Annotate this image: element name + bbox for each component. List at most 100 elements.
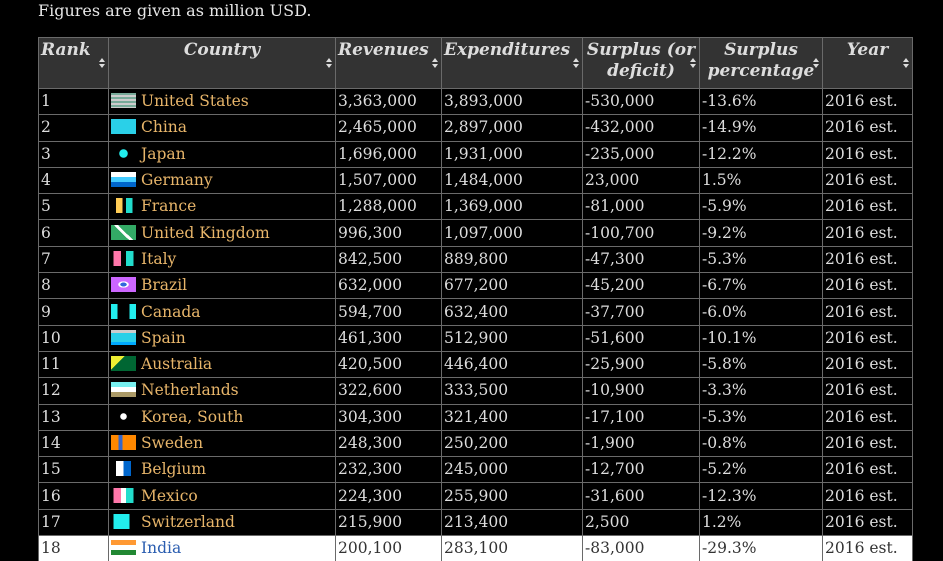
country-link[interactable]: Canada (141, 302, 201, 321)
country-link[interactable]: Australia (141, 355, 213, 374)
flag-icon (111, 303, 136, 319)
cell: 1.2% (699, 508, 823, 537)
cell: -17,100 (582, 403, 700, 431)
cell: -235,000 (582, 140, 700, 168)
cell: 13 (38, 403, 109, 431)
table-row: 4 Germany 1,507,000 1,484,000 23,000 1.5% 2016… (38, 166, 913, 195)
table-row: 18 India 200,100 283,100 -83,000 -29.3% 2016 e… (38, 535, 913, 561)
cell: 1,369,000 (441, 193, 583, 221)
cell: 2016 est. (822, 219, 913, 247)
table-row: 13 Korea, South 304,300 321,400 -17,100 -5.3%… (38, 403, 913, 431)
country-link[interactable]: France (141, 197, 197, 216)
column-header[interactable]: Expenditures (441, 37, 583, 89)
cell: -25,900 (582, 350, 700, 379)
cell: Australia (108, 350, 336, 379)
column-header[interactable]: Surplus (or deficit) (582, 37, 700, 89)
cell: 255,900 (441, 482, 583, 510)
table-row: 7 Italy 842,500 889,800 -47,300 -5.3% 2016 est… (38, 245, 913, 274)
cell: 17 (38, 508, 109, 537)
cell: 3,893,000 (441, 87, 583, 116)
country-link[interactable]: Spain (141, 328, 186, 347)
cell: 512,900 (441, 324, 583, 352)
cell: -100,700 (582, 219, 700, 247)
cell: United States (108, 87, 336, 116)
country-link[interactable]: Netherlands (141, 381, 239, 400)
flag-icon (111, 329, 136, 345)
cell: 2016 est. (822, 166, 913, 195)
table-row: 3 Japan 1,696,000 1,931,000 -235,000 -12.2% 20… (38, 140, 913, 168)
cell: 2016 est. (822, 403, 913, 431)
flag-icon (111, 119, 136, 135)
column-header[interactable]: Surplus percentage (699, 37, 823, 89)
country-link[interactable]: Belgium (141, 460, 207, 479)
cell: 2,465,000 (335, 114, 442, 142)
cell: Belgium (108, 456, 336, 484)
deficit-table: Rank Country Revenues Expenditures Surplus (… (38, 37, 913, 561)
header-text: Year (846, 40, 889, 60)
country-link[interactable]: Mexico (141, 486, 198, 505)
country-link[interactable]: Korea, South (141, 407, 244, 426)
country-link[interactable]: Italy (141, 249, 177, 268)
cell: -13.6% (699, 87, 823, 116)
cell: 16 (38, 482, 109, 510)
flag-icon (111, 408, 136, 424)
column-header[interactable]: Revenues (335, 37, 442, 89)
table-row: 5 France 1,288,000 1,369,000 -81,000 -5.9% 201… (38, 193, 913, 221)
flag-icon (111, 198, 136, 214)
cell: -45,200 (582, 272, 700, 300)
cell: -12.3% (699, 482, 823, 510)
column-header[interactable]: Country (108, 37, 336, 89)
country-link[interactable]: Sweden (141, 434, 204, 452)
cell: 14 (38, 429, 109, 458)
cell: -5.9% (699, 193, 823, 221)
cell: Germany (108, 166, 336, 195)
country-link[interactable]: Japan (141, 144, 186, 163)
cell: 2016 est. (822, 193, 913, 221)
header-text: Surplus (or deficit) (586, 40, 696, 81)
country-link[interactable]: United States (141, 92, 249, 111)
table-row: 9 Canada 594,700 632,400 -37,700 -6.0% 2016 es… (38, 298, 913, 326)
cell: 200,100 (335, 535, 442, 561)
cell: 12 (38, 377, 109, 405)
column-header[interactable]: Rank (38, 37, 109, 89)
header-text: Surplus percentage (707, 40, 815, 81)
cell: 2,500 (582, 508, 700, 537)
table-row: 2 China 2,465,000 2,897,000 -432,000 -14.9% 20… (38, 114, 913, 142)
cell: 2016 est. (822, 272, 913, 300)
cell: -6.7% (699, 272, 823, 300)
cell: -5.3% (699, 403, 823, 431)
cell: 232,300 (335, 456, 442, 484)
cell: 9 (38, 298, 109, 326)
cell: 1,484,000 (441, 166, 583, 195)
caption: Figures are given as million USD. (38, 1, 312, 20)
cell: 23,000 (582, 166, 700, 195)
cell: -5.3% (699, 245, 823, 274)
cell: 461,300 (335, 324, 442, 352)
cell: 15 (38, 456, 109, 484)
cell: -51,600 (582, 324, 700, 352)
table-row: 6 United Kingdom 996,300 1,097,000 -100,700-… (38, 219, 913, 247)
table-row: 15 Belgium 232,300 245,000 -12,700 -5.2% 2016 … (38, 456, 913, 484)
country-link[interactable]: China (141, 118, 188, 137)
country-link[interactable]: United Kingdom (141, 223, 270, 242)
cell: -31,600 (582, 482, 700, 510)
table-row: 14 Sweden 248,300 250,200 -1,900 -0.8% 2016 es… (38, 429, 913, 458)
cell: 996,300 (335, 219, 442, 247)
cell: -12.2% (699, 140, 823, 168)
cell: 632,000 (335, 272, 442, 300)
table-row: 16 Mexico 224,300 255,900 -31,600 -12.3% 2016 … (38, 482, 913, 510)
cell: 2016 est. (822, 114, 913, 142)
cell: -47,300 (582, 245, 700, 274)
table-row: 11 Australia 420,500 446,400 -25,900 -5.8% 201… (38, 350, 913, 379)
cell: 2016 est. (822, 350, 913, 379)
cell: 2016 est. (822, 324, 913, 352)
cell: -12,700 (582, 456, 700, 484)
country-link[interactable]: Switzerland (141, 512, 235, 531)
country-link[interactable]: Germany (141, 171, 213, 190)
table-body: 1 United States 3,363,000 3,893,000 -530,000… (38, 87, 913, 561)
country-link[interactable]: Brazil (141, 276, 188, 295)
column-header[interactable]: Year (822, 37, 913, 89)
country-link[interactable]: India (141, 539, 182, 558)
cell: 1 (38, 87, 109, 116)
